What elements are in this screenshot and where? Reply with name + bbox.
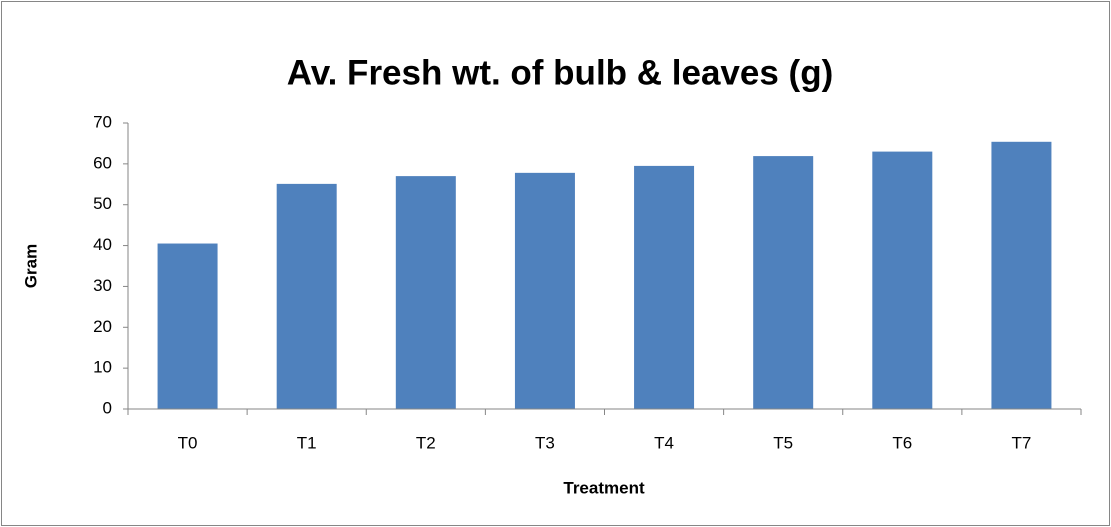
y-tick-label: 10 <box>93 358 112 377</box>
x-tick-label: T2 <box>416 433 436 452</box>
y-axis-label: Gram <box>21 244 40 288</box>
bar <box>753 156 814 409</box>
x-tick-label: T1 <box>297 433 317 452</box>
x-axis-label: Treatment <box>563 478 645 497</box>
x-tick-label: T5 <box>773 433 793 452</box>
y-tick-label: 30 <box>93 276 112 295</box>
x-tick-label: T7 <box>1012 433 1032 452</box>
bar <box>395 176 456 409</box>
chart-title: Av. Fresh wt. of bulb & leaves (g) <box>287 53 833 92</box>
x-tick-label: T4 <box>654 433 674 452</box>
bar <box>991 141 1052 409</box>
bar <box>634 165 695 409</box>
y-tick-label: 0 <box>103 398 112 417</box>
y-tick-label: 70 <box>93 112 112 131</box>
y-tick-label: 40 <box>93 235 112 254</box>
x-tick-label: T0 <box>178 433 198 452</box>
y-tick-label: 20 <box>93 317 112 336</box>
y-tick-label: 50 <box>93 194 112 213</box>
bar <box>872 151 933 409</box>
y-tick-label: 60 <box>93 153 112 172</box>
bar <box>276 183 337 409</box>
x-tick-label: T6 <box>892 433 912 452</box>
bar <box>157 243 218 409</box>
bar <box>514 172 575 409</box>
x-tick-label: T3 <box>535 433 555 452</box>
